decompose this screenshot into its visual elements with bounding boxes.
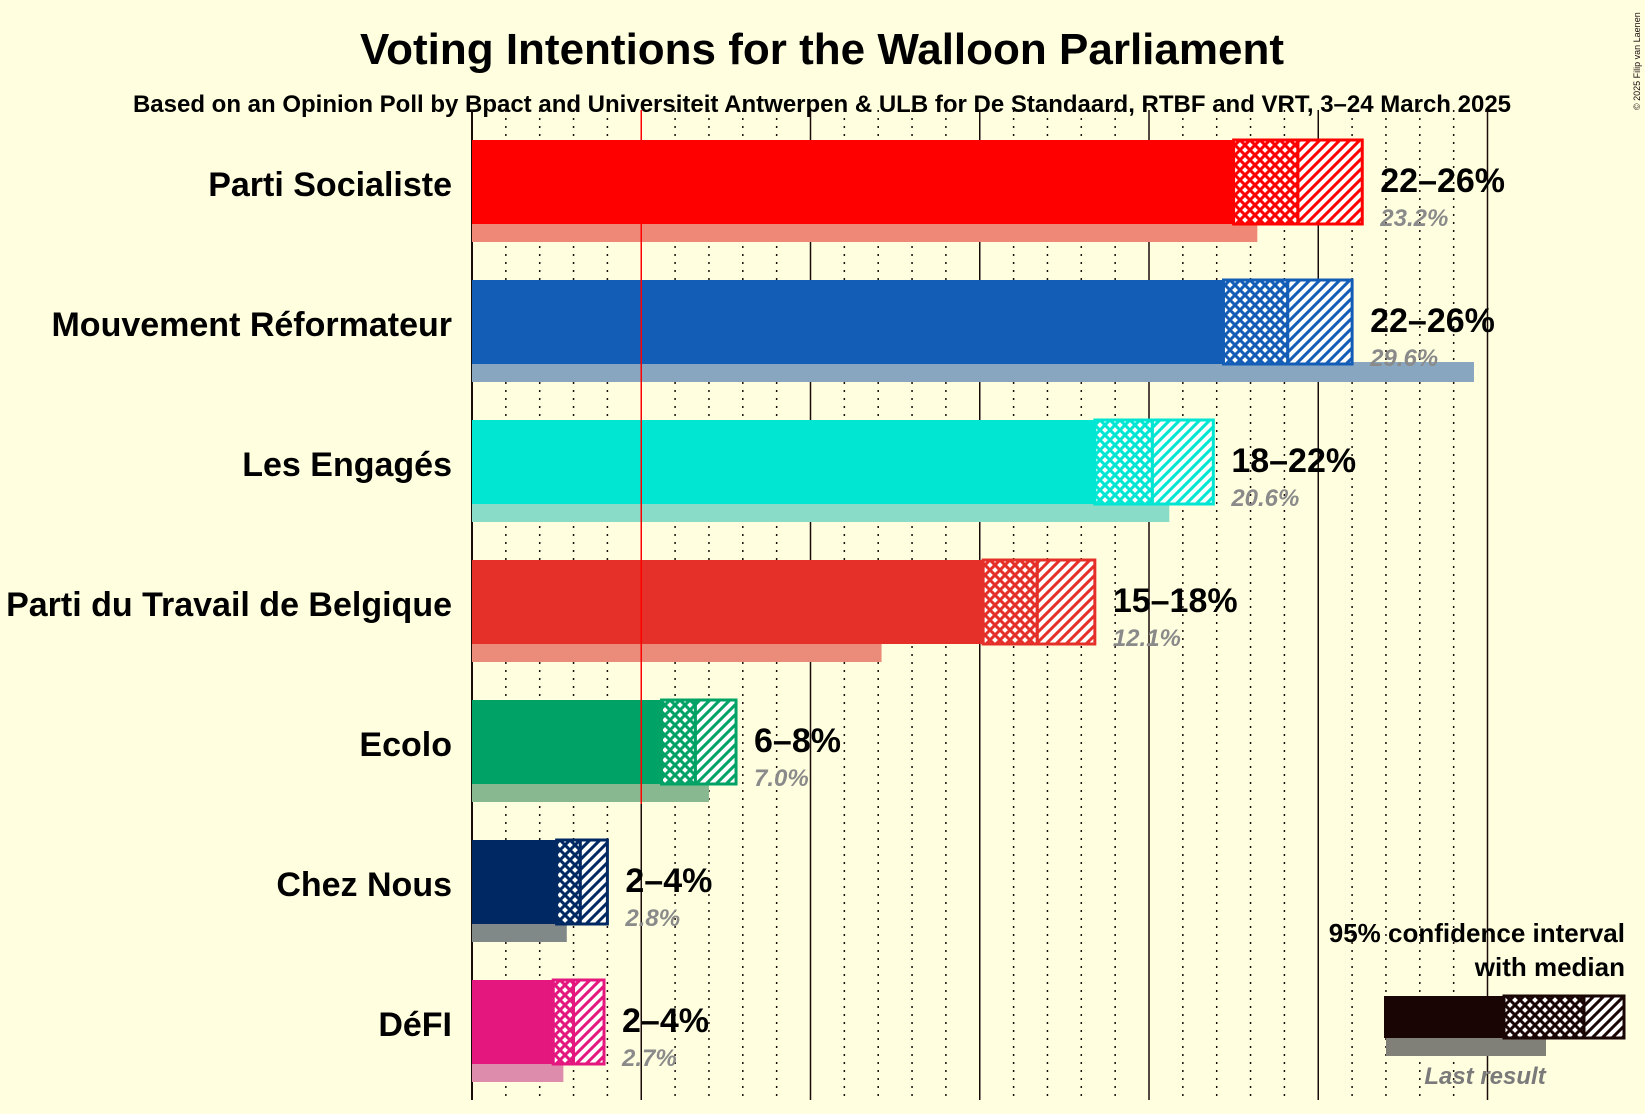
ci-lower-half [981, 558, 1039, 646]
last-result-label: 2.8% [624, 905, 680, 932]
legend-line1: 95% confidence interval [1329, 918, 1625, 948]
ci-lower-half [1093, 418, 1154, 506]
last-result-label: 29.6% [1369, 345, 1438, 372]
range-label: 2–4% [625, 862, 712, 900]
range-label: 15–18% [1113, 582, 1238, 620]
party-label: Ecolo [359, 726, 452, 764]
party-row: Mouvement Réformateur 22–26% 29.6% [51, 278, 1495, 382]
bar-solid [472, 700, 662, 784]
last-result-label: 12.1% [1113, 625, 1181, 652]
last-result-label: 20.6% [1230, 485, 1299, 512]
ci-lower-half [555, 838, 582, 926]
legend-hatch [1582, 994, 1626, 1040]
last-result-label: 7.0% [754, 765, 809, 792]
legend-crosshatch [1502, 994, 1586, 1040]
range-label: 22–26% [1370, 302, 1495, 340]
party-row: Parti du Travail de Belgique 15–18% 12.1% [6, 558, 1238, 662]
bars-layer: Parti Socialiste 22–26% 23.2% Mouvement Réf… [6, 110, 1505, 1082]
last-result-bar [472, 922, 567, 942]
legend-line2: with median [1474, 952, 1625, 982]
party-label: Parti du Travail de Belgique [6, 586, 452, 624]
last-result-bar [472, 782, 709, 802]
bar-solid [472, 420, 1095, 504]
legend-last-bar [1386, 1036, 1546, 1056]
ci-lower-half [660, 698, 697, 786]
ci-lower-half [1221, 278, 1290, 366]
party-label: Chez Nous [276, 866, 452, 904]
party-row: Les Engagés 18–22% 20.6% [242, 418, 1356, 522]
last-result-bar [472, 362, 1474, 382]
bar-solid [472, 560, 984, 644]
ci-upper-half [1296, 138, 1364, 226]
last-result-bar [472, 502, 1170, 522]
ci-upper-half [572, 978, 606, 1066]
bar-solid [472, 980, 554, 1064]
legend-last-result: Last result [1424, 1063, 1546, 1090]
bar-solid [472, 280, 1224, 364]
range-label: 2–4% [622, 1002, 709, 1040]
last-result-bar [472, 642, 882, 662]
party-label: Les Engagés [242, 446, 452, 484]
legend: 95% confidence interval with median Last… [1329, 918, 1626, 1090]
last-result-label: 23.2% [1379, 205, 1448, 232]
party-row: DéFI 2–4% 2.7% [378, 978, 709, 1082]
ci-upper-half [1035, 558, 1097, 646]
ci-upper-half [1286, 278, 1354, 366]
range-label: 18–22% [1231, 442, 1356, 480]
ci-lower-half [551, 978, 576, 1066]
copyright: © 2025 Filip van Laenen [1632, 12, 1642, 110]
bar-solid [472, 840, 557, 924]
range-label: 6–8% [754, 722, 841, 760]
ci-upper-half [1150, 418, 1215, 506]
ci-upper-half [578, 838, 609, 926]
chart-title: Voting Intentions for the Walloon Parlia… [360, 25, 1284, 74]
party-row: Ecolo 6–8% 7.0% [359, 698, 841, 802]
party-label: Mouvement Réformateur [51, 306, 452, 344]
chart-subtitle: Based on an Opinion Poll by Bpact and Un… [133, 91, 1511, 118]
party-label: Parti Socialiste [208, 166, 452, 204]
ci-lower-half [1232, 138, 1300, 226]
party-label: DéFI [378, 1006, 452, 1044]
bar-solid [472, 140, 1234, 224]
party-row: Parti Socialiste 22–26% 23.2% [208, 138, 1505, 242]
last-result-bar [472, 222, 1258, 242]
range-label: 22–26% [1380, 162, 1505, 200]
party-row: Chez Nous 2–4% 2.8% [276, 838, 712, 942]
last-result-label: 2.7% [621, 1045, 677, 1072]
ci-upper-half [693, 698, 738, 786]
last-result-bar [472, 1062, 564, 1082]
legend-solid [1384, 996, 1504, 1038]
